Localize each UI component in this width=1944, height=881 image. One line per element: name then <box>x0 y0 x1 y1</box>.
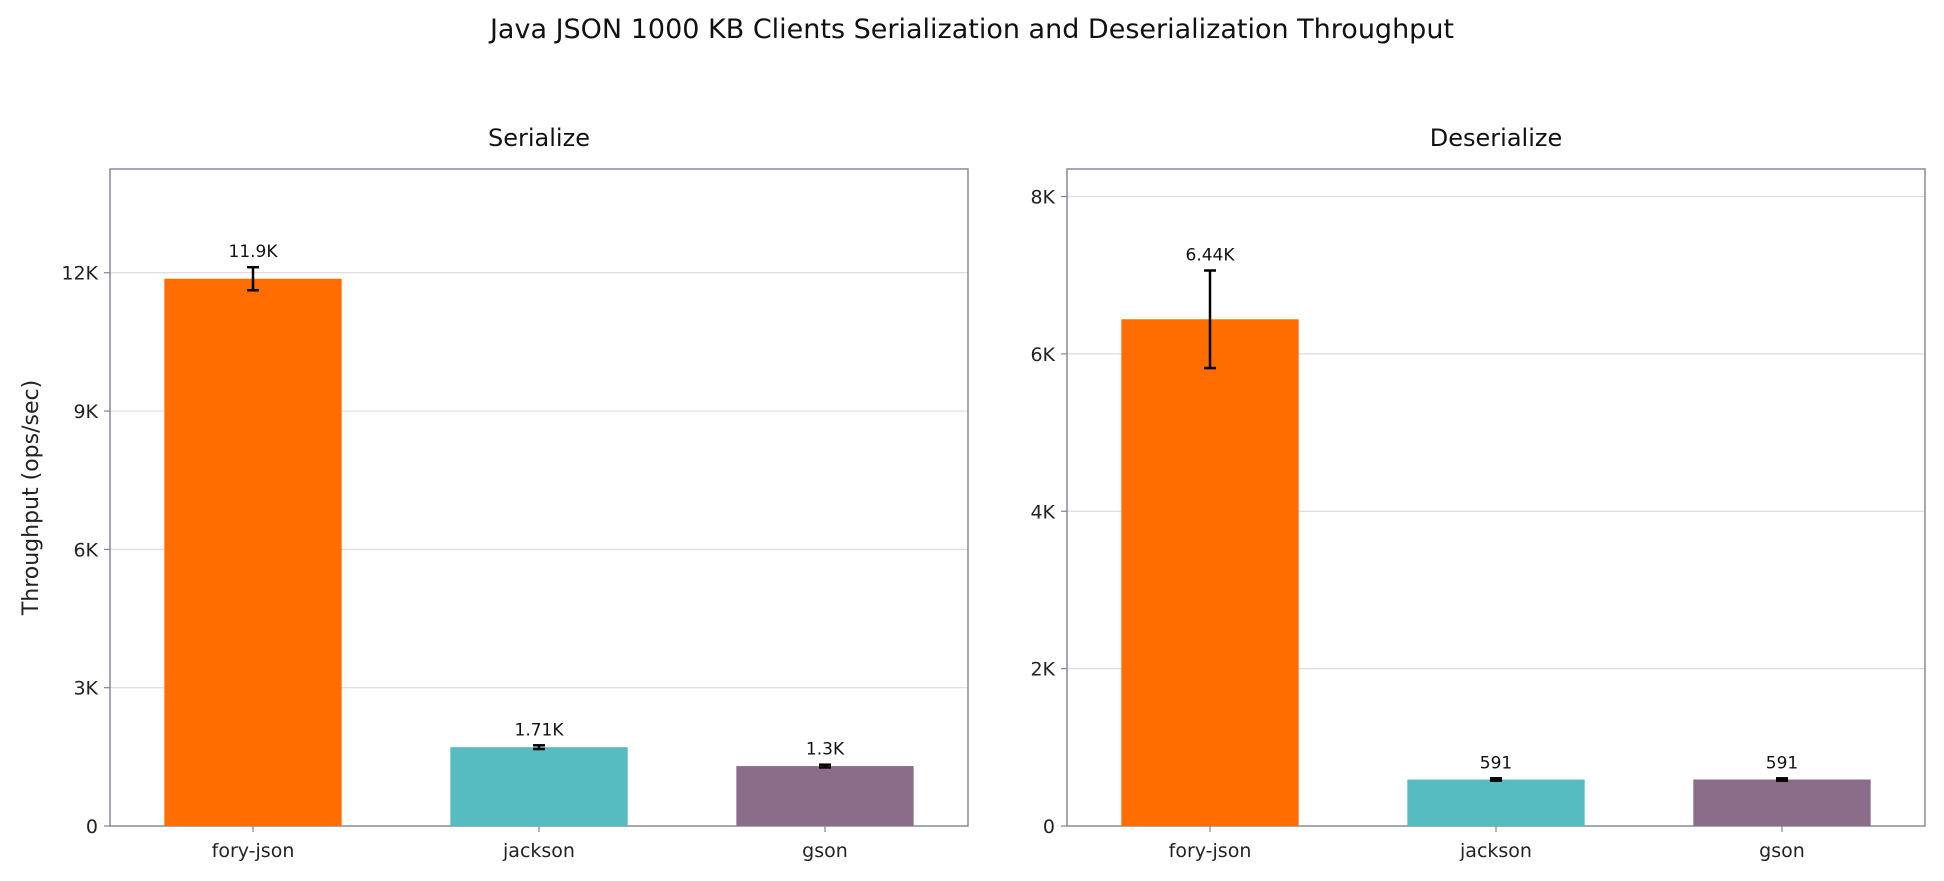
deserialize-bar-gson <box>1693 779 1871 826</box>
deserialize-ytick-label: 4K <box>1030 501 1055 523</box>
deserialize-xtick-label: gson <box>1759 840 1805 862</box>
serialize-bar-fory-json <box>164 278 342 826</box>
deserialize-ytick-label: 0 <box>1043 816 1055 838</box>
serialize-ytick-label: 9K <box>73 401 98 423</box>
serialize-xtick-label: gson <box>802 840 848 862</box>
deserialize-data-label-gson: 591 <box>1766 753 1798 773</box>
serialize-bar-jackson <box>450 747 628 826</box>
deserialize-panel-title: Deserialize <box>1430 124 1562 152</box>
serialize-panel-title: Serialize <box>488 124 590 152</box>
deserialize-data-label-fory-json: 6.44K <box>1186 246 1236 266</box>
serialize-ytick-label: 6K <box>73 539 98 561</box>
deserialize-ytick-label: 8K <box>1030 187 1055 209</box>
deserialize-ytick-label: 6K <box>1030 344 1055 366</box>
serialize-data-label-fory-json: 11.9K <box>229 242 279 262</box>
serialize-data-label-jackson: 1.71K <box>515 720 565 740</box>
serialize-xtick-label: jackson <box>502 840 575 862</box>
deserialize-xtick-label: fory-json <box>1169 840 1252 862</box>
serialize-xtick-label: fory-json <box>212 840 295 862</box>
deserialize-bar-jackson <box>1407 779 1585 826</box>
deserialize-xtick-label: jackson <box>1459 840 1532 862</box>
deserialize-bar-fory-json <box>1121 319 1299 826</box>
chart-title: Java JSON 1000 KB Clients Serialization … <box>489 14 1455 45</box>
serialize-ytick-label: 3K <box>73 678 98 700</box>
serialize-data-label-gson: 1.3K <box>806 740 845 760</box>
deserialize-ytick-label: 2K <box>1030 659 1055 681</box>
y-axis-label: Throughput (ops/sec) <box>19 380 44 616</box>
deserialize-data-label-jackson: 591 <box>1480 753 1512 773</box>
serialize-ytick-label: 12K <box>61 263 98 285</box>
serialize-ytick-label: 0 <box>86 816 98 838</box>
serialize-bar-gson <box>736 766 914 826</box>
